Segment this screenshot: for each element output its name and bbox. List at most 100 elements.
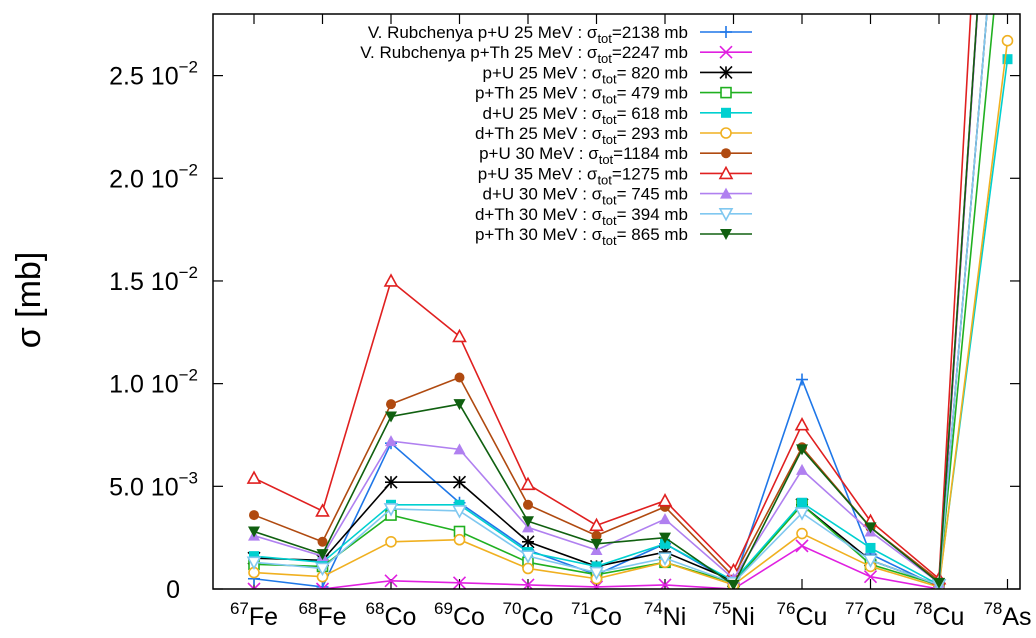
- x-tick-label: 76Cu: [777, 599, 828, 631]
- data-point: [249, 510, 259, 521]
- plot-frame: [212, 13, 1021, 590]
- series-line: [253, 14, 978, 585]
- data-point: [385, 435, 397, 447]
- data-point: [315, 503, 330, 517]
- data-point: [317, 557, 328, 568]
- legend-item: d+U 30 MeV : σtot= 745 mb: [483, 185, 752, 208]
- data-point: [796, 527, 808, 540]
- data-point: [719, 65, 733, 79]
- y-tick-label: 5.0 10−3: [109, 468, 198, 501]
- data-point: [385, 535, 397, 548]
- legend-label: d+U 30 MeV : σtot= 745 mb: [483, 185, 688, 208]
- legend-item: d+Th 25 MeV : σtot= 293 mb: [475, 124, 752, 147]
- data-point: [718, 208, 734, 222]
- x-tick-label: 68Fe: [298, 599, 346, 631]
- data-point: [720, 127, 732, 139]
- legend-item: p+Th 30 MeV : σtot= 865 mb: [475, 225, 752, 248]
- y-axis-label: σ [mb]: [10, 252, 48, 349]
- data-point: [383, 503, 399, 517]
- data-point: [453, 533, 466, 546]
- data-point: [384, 475, 398, 489]
- data-point: [316, 549, 329, 561]
- legend-item: V. Rubchenya p+U 25 MeV : σtot=2138 mb: [368, 23, 752, 46]
- legend-label: p+Th 30 MeV : σtot= 865 mb: [475, 225, 688, 248]
- data-point: [453, 399, 466, 411]
- data-point: [246, 470, 262, 484]
- legend: V. Rubchenya p+U 25 MeV : σtot=2138 mbV.…: [360, 23, 752, 248]
- data-point: [720, 86, 732, 99]
- data-point: [796, 373, 808, 386]
- legend-label: d+U 25 MeV : σtot= 618 mb: [483, 104, 688, 127]
- y-tick-label: 1.0 10−2: [109, 366, 198, 399]
- data-point: [591, 561, 602, 572]
- legend-label: V. Rubchenya p+U 25 MeV : σtot=2138 mb: [368, 23, 688, 46]
- data-point: [659, 532, 671, 544]
- series-line: [254, 14, 979, 589]
- series-line: [253, 14, 995, 586]
- data-point: [452, 475, 467, 489]
- data-point: [523, 499, 533, 510]
- data-point: [797, 497, 807, 508]
- x-tick-label: 78As: [983, 599, 1031, 631]
- data-point: [315, 562, 330, 577]
- series-line: [253, 14, 978, 587]
- y-tick-label: 0: [166, 576, 180, 604]
- legend-item: p+Th 25 MeV : σtot= 479 mb: [475, 84, 752, 107]
- legend-label: d+Th 25 MeV : σtot= 293 mb: [475, 124, 688, 147]
- data-point: [657, 552, 673, 566]
- axis-tick-labels: 0 5.0 10−3 1.0 10−2 1.5 10−2 2.0 10−2 2.5 10−…: [109, 58, 1031, 631]
- data-point: [522, 516, 534, 528]
- data-point: [247, 582, 261, 589]
- data-point: [246, 556, 262, 570]
- legend-label: p+U 35 MeV : σtot=1275 mb: [478, 164, 688, 187]
- data-point: [589, 580, 604, 589]
- legend-label: p+Th 25 MeV : σtot= 479 mb: [475, 84, 688, 107]
- series-10: [248, 14, 978, 589]
- data-point: [315, 582, 330, 589]
- x-tick-label: 78Cu: [914, 599, 965, 631]
- data-point: [520, 476, 536, 491]
- data-point: [316, 580, 329, 589]
- data-point: [384, 574, 398, 588]
- data-point: [521, 535, 535, 549]
- x-tick-label: 77Cu: [845, 599, 896, 631]
- data-point: [1002, 54, 1013, 65]
- data-point: [720, 187, 732, 199]
- y-tick-label: 1.5 10−2: [109, 263, 198, 296]
- data-point: [386, 399, 396, 410]
- legend-label: p+U 30 MeV : σtot=1184 mb: [479, 144, 688, 167]
- data-point: [453, 443, 466, 455]
- data-point: [718, 165, 734, 180]
- data-point: [522, 562, 534, 575]
- data-point: [591, 530, 602, 541]
- series-lines: [246, 14, 1014, 589]
- legend-label: d+Th 30 MeV : σtot= 394 mb: [475, 205, 688, 228]
- data-point: [727, 579, 740, 589]
- x-tick-label: 71Co: [571, 599, 622, 631]
- data-point: [794, 507, 810, 521]
- legend-label: p+U 25 MeV : σtot= 820 mb: [483, 63, 688, 86]
- data-point: [249, 551, 259, 562]
- data-point: [796, 463, 808, 475]
- data-point: [454, 372, 465, 383]
- data-point: [385, 411, 397, 423]
- data-point: [864, 522, 877, 534]
- data-point: [719, 45, 733, 59]
- data-point: [1001, 34, 1014, 47]
- data-point: [795, 539, 809, 553]
- x-tick-label: 75Ni: [712, 599, 755, 631]
- data-point: [452, 328, 467, 343]
- legend-label: V. Rubchenya p+Th 25 MeV : σtot=2247 mb: [360, 43, 688, 66]
- y-tick-label: 2.0 10−2: [109, 160, 198, 193]
- legend-item: d+U 25 MeV : σtot= 618 mb: [483, 104, 752, 127]
- x-tick-label: 70Co: [503, 599, 554, 631]
- data-point: [589, 566, 604, 581]
- legend-item: V. Rubchenya p+Th 25 MeV : σtot=2247 mb: [360, 43, 752, 66]
- series-line: [253, 40, 1009, 588]
- data-point: [796, 444, 808, 456]
- legend-item: p+U 30 MeV : σtot=1184 mb: [479, 144, 752, 167]
- legend-item: d+Th 30 MeV : σtot= 394 mb: [475, 205, 752, 228]
- data-point: [657, 493, 673, 507]
